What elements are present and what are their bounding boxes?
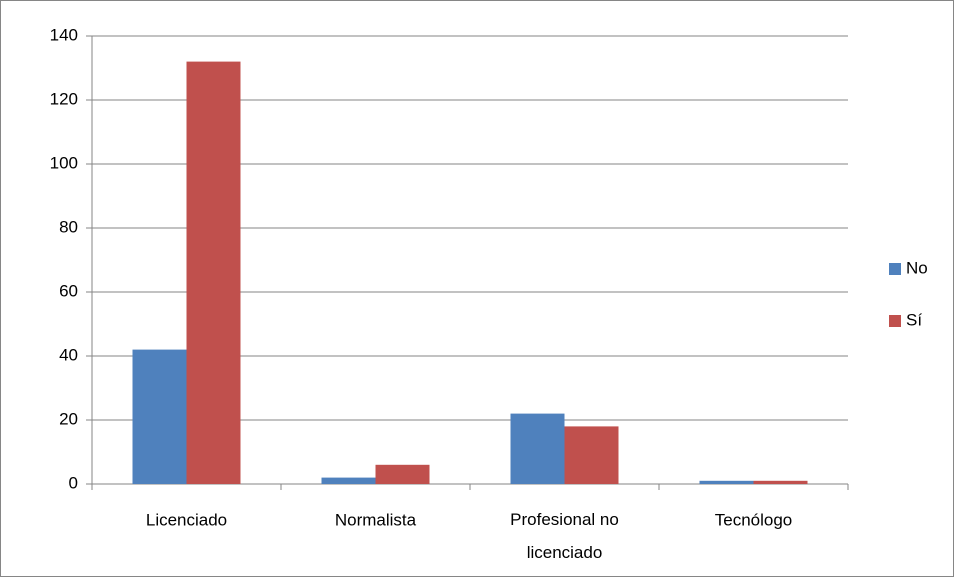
x-tick-label-line: licenciado [527,543,603,562]
y-tick-label: 0 [69,473,78,492]
legend-swatch [889,315,901,327]
legend-label: No [906,258,928,277]
y-tick-label: 40 [59,345,78,364]
x-tick-label-line: Profesional no [510,510,619,529]
bar [375,464,430,484]
bar [321,477,376,484]
bar [753,480,808,484]
y-tick-label: 140 [50,25,78,44]
bar [132,349,187,484]
x-tick-label: Normalista [335,510,417,529]
bar [699,480,754,484]
bar [564,426,619,484]
x-tick-label: Profesional no licenciado [510,510,619,562]
y-tick-label: 100 [50,153,78,172]
bar [510,413,565,484]
y-tick-label: 80 [59,217,78,236]
x-tick-label: Licenciado [146,510,227,529]
bar [186,61,241,484]
y-tick-label: 20 [59,409,78,428]
x-tick-label: Tecnólogo [715,510,793,529]
legend-label: Sí [906,310,922,329]
legend-swatch [889,263,901,275]
y-tick-label: 60 [59,281,78,300]
y-tick-label: 120 [50,89,78,108]
